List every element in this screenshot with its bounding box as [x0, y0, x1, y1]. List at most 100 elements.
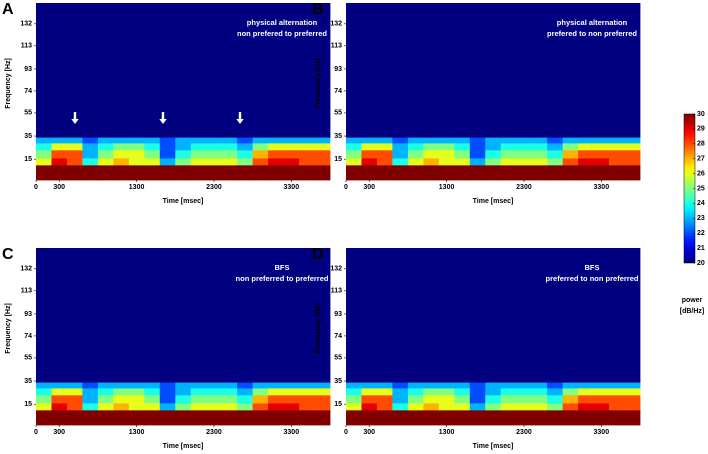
- heatmap-cell: [268, 382, 284, 389]
- heatmap-cell: [144, 394, 161, 404]
- heatmap-cell: [268, 149, 284, 159]
- heatmap-cell: [547, 403, 564, 411]
- heatmap-cell: [283, 248, 300, 383]
- heatmap-cell: [438, 403, 455, 411]
- heatmap-cell: [609, 164, 625, 181]
- heatmap-cell: [346, 137, 362, 144]
- y-tick-label: 55: [24, 355, 32, 362]
- heatmap-cell: [516, 382, 533, 389]
- heatmap-cell: [562, 387, 579, 396]
- colorbar-label: power: [682, 297, 703, 304]
- heatmap-cell: [190, 149, 207, 159]
- heatmap-cell: [361, 137, 378, 144]
- heatmap-cell: [624, 387, 641, 396]
- heatmap-cell: [206, 158, 223, 166]
- heatmap-cell: [190, 142, 207, 151]
- heatmap-cell: [485, 142, 502, 151]
- heatmap-cell: [283, 382, 300, 389]
- heatmap-cell: [562, 409, 579, 426]
- heatmap-cell: [500, 158, 517, 166]
- heatmap-cell: [82, 158, 99, 166]
- heatmap-cell: [469, 149, 486, 159]
- heatmap-cell: [346, 394, 362, 404]
- heatmap-cell: [128, 164, 145, 181]
- heatmap-cell: [376, 409, 393, 426]
- heatmap-cell: [438, 149, 455, 159]
- heatmap-cell: [299, 394, 315, 404]
- heatmap-cell: [51, 394, 68, 404]
- heatmap-cell: [268, 142, 284, 151]
- heatmap-cell: [547, 137, 564, 144]
- heatmap-cell: [237, 142, 254, 151]
- heatmap-cell: [82, 403, 99, 411]
- heatmap-cell: [562, 137, 579, 144]
- heatmap-cell: [500, 382, 517, 389]
- heatmap-cell: [346, 409, 362, 426]
- y-axis-label: Frequency [Hz]: [5, 58, 12, 109]
- heatmap-cell: [128, 248, 145, 383]
- heatmap-cell: [485, 248, 502, 383]
- heatmap-cell: [190, 409, 207, 426]
- y-tick-label: 113: [331, 43, 342, 50]
- heatmap-cell: [562, 382, 579, 389]
- heatmap-cell: [500, 248, 517, 383]
- heatmap-cell: [82, 3, 99, 138]
- heatmap-cell: [454, 158, 471, 166]
- panel-letter: C: [2, 246, 14, 263]
- heatmap-cell: [206, 137, 223, 144]
- heatmap-cell: [159, 387, 176, 396]
- heatmap-cell: [392, 149, 409, 159]
- heatmap-cell: [82, 248, 99, 383]
- x-tick-label: 1300: [129, 184, 145, 191]
- heatmap-cell: [36, 409, 52, 426]
- heatmap-cell: [113, 248, 130, 383]
- heatmap-cell: [97, 382, 114, 389]
- heatmap-cell: [175, 149, 192, 159]
- heatmap-cell: [221, 409, 238, 426]
- heatmap-cell: [268, 409, 284, 426]
- colorbar-tick-label: 29: [697, 126, 705, 133]
- heatmap-cell: [51, 164, 68, 181]
- colorbar-tick-label: 23: [697, 215, 705, 222]
- heatmap-cell: [346, 387, 362, 396]
- heatmap-cell: [423, 394, 440, 404]
- heatmap-cell: [423, 382, 440, 389]
- heatmap-cell: [438, 164, 455, 181]
- heatmap-cell: [407, 164, 424, 181]
- heatmap-cell: [82, 164, 99, 181]
- heatmap-cell: [36, 137, 52, 144]
- heatmap-cell: [190, 248, 207, 383]
- heatmap-cell: [469, 409, 486, 426]
- heatmap-cell: [624, 164, 641, 181]
- heatmap-cell: [346, 158, 362, 166]
- heatmap-cell: [423, 403, 440, 411]
- heatmap-cell: [51, 409, 68, 426]
- heatmap-cell: [593, 158, 610, 166]
- heatmap-cell: [407, 409, 424, 426]
- colorbar-tick-label: 30: [697, 111, 705, 118]
- heatmap-cell: [500, 394, 517, 404]
- heatmap-cell: [547, 149, 564, 159]
- heatmap-cell: [144, 387, 161, 396]
- heatmap-cell: [578, 137, 594, 144]
- heatmap-cell: [516, 248, 533, 383]
- heatmap-cell: [159, 142, 176, 151]
- heatmap-cell: [407, 149, 424, 159]
- x-axis-label: Time [msec]: [163, 443, 204, 450]
- heatmap-cell: [438, 248, 455, 383]
- x-tick-label: 300: [363, 184, 375, 191]
- heatmap-cell: [113, 3, 130, 138]
- y-tick-label: 74: [24, 88, 32, 95]
- heatmap-cell: [392, 3, 409, 138]
- heatmap-cell: [516, 394, 533, 404]
- heatmap-cell: [113, 164, 130, 181]
- heatmap-cell: [392, 142, 409, 151]
- heatmap-cell: [593, 142, 610, 151]
- x-axis-label: Time [msec]: [163, 198, 204, 205]
- heatmap-cell: [500, 409, 517, 426]
- heatmap-cell: [423, 142, 440, 151]
- x-tick-label: 300: [53, 184, 65, 191]
- heatmap-cell: [66, 158, 83, 166]
- colorbar-tick-label: 26: [697, 170, 705, 177]
